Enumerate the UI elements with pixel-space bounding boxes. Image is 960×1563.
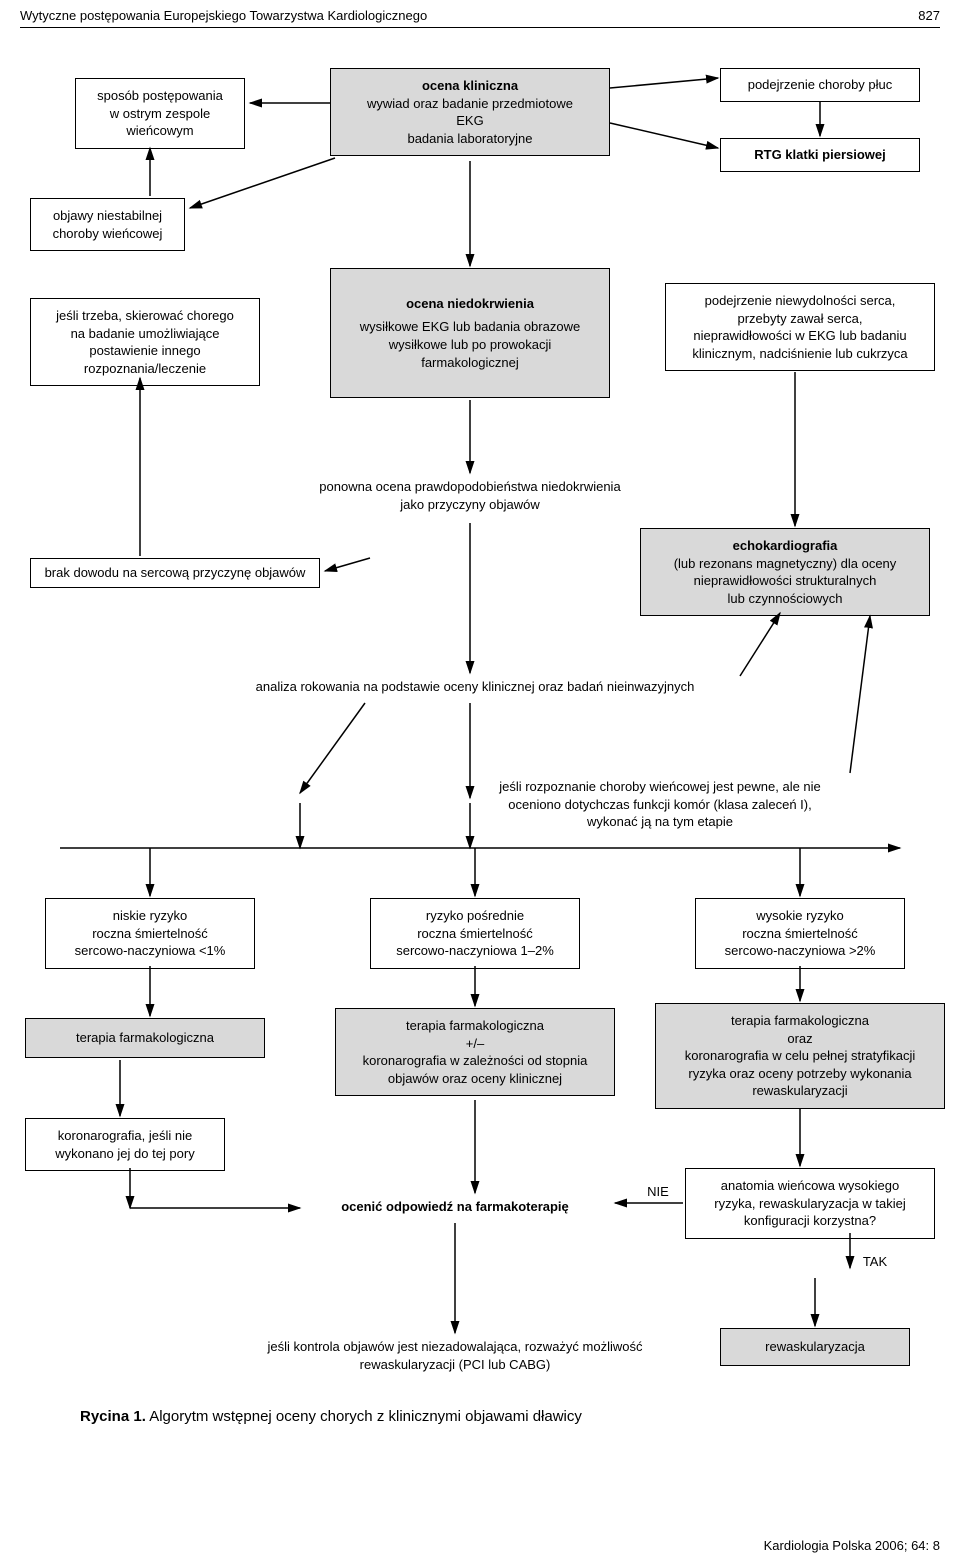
node-echo-body: (lub rezonans magnetyczny) dla ocenyniep… [674,555,897,608]
header-right: 827 [918,8,940,23]
caption-rest: Algorytm wstępnej oceny chorych z klinic… [146,1408,582,1425]
flowchart-canvas: sposób postępowaniaw ostrym zespolewieńc… [0,28,960,1518]
node-refer: jeśli trzeba, skierować choregona badani… [30,298,260,386]
node-pharma-mid-text: terapia farmakologiczna+/–koronarografia… [363,1017,588,1087]
node-high-risk-text: wysokie ryzykoroczna śmiertelnośćsercowo… [725,907,876,960]
node-revasc-text: rewaskularyzacja [765,1338,865,1356]
node-assess-response-text: ocenić odpowiedź na farmakoterapię [341,1199,569,1214]
node-ischemia-title: ocena niedokrwienia [406,295,534,313]
node-assess-response: ocenić odpowiedź na farmakoterapię [300,1198,610,1216]
page-footer: Kardiologia Polska 2006; 64: 8 [764,1538,940,1553]
node-ischemia-eval: ocena niedokrwienia wysiłkowe EKG lub ba… [330,268,610,398]
arrows-layer [0,28,960,1518]
node-corono-later-text: koronarografia, jeśli niewykonano jej do… [55,1127,194,1162]
node-anatomy-text: anatomia wieńcowa wysokiegoryzyka, rewas… [714,1177,905,1230]
node-refer-text: jeśli trzeba, skierować choregona badani… [56,307,234,377]
node-reassess-text: ponowna ocena prawdopodobieństwa niedokr… [319,479,620,512]
node-rtg-text: RTG klatki piersiowej [754,146,886,164]
node-mid-risk-text: ryzyko pośrednieroczna śmiertelnośćserco… [396,907,554,960]
node-echo-title: echokardiografia [733,537,838,555]
node-lv-note-text: jeśli rozpoznanie choroby wieńcowej jest… [499,779,821,829]
node-anatomy: anatomia wieńcowa wysokiegoryzyka, rewas… [685,1168,935,1239]
caption-bold: Rycina 1. [80,1408,146,1425]
node-lv-note: jeśli rozpoznanie choroby wieńcowej jest… [460,778,860,831]
node-revasc: rewaskularyzacja [720,1328,910,1366]
node-echo: echokardiografia (lub rezonans magnetycz… [640,528,930,616]
node-low-risk: niskie ryzykoroczna śmiertelnośćsercowo-… [45,898,255,969]
node-clinical-eval-title: ocena kliniczna [422,77,518,95]
node-reassess: ponowna ocena prawdopodobieństwa niedokr… [285,478,655,513]
node-high-risk: wysokie ryzykoroczna śmiertelnośćsercowo… [695,898,905,969]
node-prognosis: analiza rokowania na podstawie oceny kli… [210,678,740,696]
node-no-evidence: brak dowodu na sercową przyczynę objawów [30,558,320,588]
node-no-evidence-text: brak dowodu na sercową przyczynę objawów [45,564,306,582]
node-pharma-low: terapia farmakologiczna [25,1018,265,1058]
header-left: Wytyczne postępowania Europejskiego Towa… [20,8,427,23]
node-if-inadequate-text: jeśli kontrola objawów jest niezadowalaj… [268,1339,643,1372]
node-clinical-eval-body: wywiad oraz badanie przedmiotoweEKGbadan… [367,95,573,148]
node-pharma-high-text: terapia farmakologicznaorazkoronarografi… [685,1012,916,1100]
node-lung-susp-text: podejrzenie choroby płuc [748,76,893,94]
node-low-risk-text: niskie ryzykoroczna śmiertelnośćsercowo-… [75,907,226,960]
node-acute-text: sposób postępowaniaw ostrym zespolewieńc… [97,87,223,140]
node-corono-later: koronarografia, jeśli niewykonano jej do… [25,1118,225,1171]
node-hf-susp: podejrzenie niewydolności serca,przebyty… [665,283,935,371]
node-rtg: RTG klatki piersiowej [720,138,920,172]
page-header: Wytyczne postępowania Europejskiego Towa… [0,0,960,23]
node-pharma-high: terapia farmakologicznaorazkoronarografi… [655,1003,945,1109]
figure-caption: Rycina 1. Algorytm wstępnej oceny choryc… [80,1408,582,1425]
label-tak: TAK [855,1253,895,1271]
node-lung-susp: podejrzenie choroby płuc [720,68,920,102]
node-prognosis-text: analiza rokowania na podstawie oceny kli… [256,679,695,694]
node-mid-risk: ryzyko pośrednieroczna śmiertelnośćserco… [370,898,580,969]
node-if-inadequate: jeśli kontrola objawów jest niezadowalaj… [220,1338,690,1373]
node-acute: sposób postępowaniaw ostrym zespolewieńc… [75,78,245,149]
node-unstable: objawy niestabilnejchoroby wieńcowej [30,198,185,251]
node-hf-susp-text: podejrzenie niewydolności serca,przebyty… [692,292,907,362]
node-unstable-text: objawy niestabilnejchoroby wieńcowej [53,207,163,242]
label-nie: NIE [638,1183,678,1201]
node-pharma-mid: terapia farmakologiczna+/–koronarografia… [335,1008,615,1096]
node-ischemia-body: wysiłkowe EKG lub badania obrazowewysiłk… [360,318,580,371]
node-clinical-eval: ocena kliniczna wywiad oraz badanie prze… [330,68,610,156]
node-pharma-low-text: terapia farmakologiczna [76,1029,214,1047]
